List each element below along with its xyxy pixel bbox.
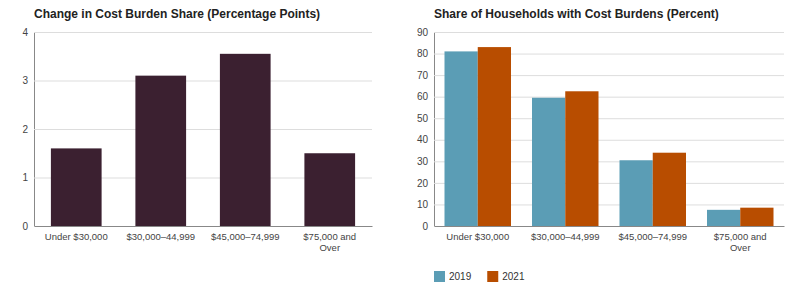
bar [565, 91, 598, 226]
x-tick-label: $45,000–74,999 [618, 231, 687, 242]
legend-item: 2019 [434, 271, 472, 283]
y-tick-label: 30 [417, 156, 429, 167]
x-axis-line [435, 226, 785, 227]
bar-series [478, 47, 774, 226]
bar [653, 153, 686, 226]
x-tick-label: $30,000–44,999 [126, 231, 195, 242]
bar [220, 54, 271, 226]
chart-panel: 0 10 20 30 40 50 60 70 80 90 Under $30,000 $30,000–… [417, 27, 785, 253]
x-tick: $30,000–44,999 [126, 231, 195, 242]
x-tick: $75,000 andOver [714, 231, 767, 253]
bars [445, 47, 774, 226]
grid-line [34, 226, 372, 227]
y-tick-label: 10 [417, 199, 429, 210]
x-tick-label: $75,000 andOver [714, 231, 767, 253]
legend-swatch [434, 271, 445, 282]
x-axis: Under $30,000 $30,000–44,999 $45,000–74,99… [435, 227, 785, 253]
bars [51, 54, 355, 226]
bar [707, 210, 740, 226]
x-tick-label: $45,000–74,999 [211, 231, 280, 242]
x-tick-label: $30,000–44,999 [531, 231, 600, 242]
x-tick-label: $75,000 andOver [303, 231, 356, 253]
legend-label: 2019 [449, 271, 472, 282]
legend-swatch [487, 271, 498, 282]
grid-line [434, 226, 784, 227]
y-tick: 90 [417, 27, 784, 38]
y-tick: 4 [22, 27, 372, 38]
bar [532, 98, 565, 226]
x-tick: $75,000 andOver [303, 231, 356, 253]
x-tick-label: Under $30,000 [45, 231, 108, 242]
y-tick-label: 2 [22, 124, 28, 135]
grid-line [434, 32, 784, 33]
bar [478, 47, 511, 226]
chart-title: Change in Cost Burden Share (Percentage … [34, 7, 320, 21]
bar [51, 148, 102, 226]
bar [304, 153, 355, 226]
y-tick-label: 40 [417, 134, 429, 145]
bar [135, 76, 186, 226]
y-tick-label: 20 [417, 178, 429, 189]
grid-line [34, 81, 372, 82]
y-tick: 3 [22, 75, 372, 86]
x-tick-label: Under $30,000 [446, 231, 509, 242]
x-axis: Under $30,000 $30,000–44,999 $45,000–74,99… [35, 227, 373, 253]
y-tick-label: 70 [417, 70, 429, 81]
x-axis-line [35, 226, 373, 227]
y-tick-label: 3 [22, 75, 28, 86]
x-tick: Under $30,000 [45, 231, 108, 242]
x-tick: $45,000–74,999 [618, 231, 687, 242]
chart-title: Share of Households with Cost Burdens (P… [434, 7, 719, 21]
y-tick: 2 [22, 124, 372, 135]
bar [620, 160, 653, 226]
y-tick-label: 0 [22, 221, 28, 232]
y-tick-label: 1 [22, 172, 28, 183]
y-tick-label: 90 [417, 27, 429, 38]
x-tick: Under $30,000 [446, 231, 509, 242]
grid-line [34, 129, 372, 130]
legend-item: 2021 [487, 271, 525, 283]
legend: 2019 2021 [434, 271, 525, 283]
y-axis-line [434, 33, 435, 227]
y-tick-label: 60 [417, 91, 429, 102]
bar [445, 51, 478, 226]
x-tick: $45,000–74,999 [211, 231, 280, 242]
y-axis: 0 10 20 30 40 50 60 70 80 90 [417, 27, 784, 232]
y-tick-label: 80 [417, 48, 429, 59]
chart-panel: 0 1 2 3 4 Under $30,000 $30,000–44,999 $45,000–… [22, 27, 372, 253]
grid-line [34, 32, 372, 33]
y-tick-label: 4 [22, 27, 28, 38]
x-tick: $30,000–44,999 [531, 231, 600, 242]
figure: 0 1 2 3 4 Under $30,000 $30,000–44,999 $45,000–… [0, 0, 800, 298]
y-tick-label: 50 [417, 113, 429, 124]
bar [740, 208, 773, 226]
y-axis: 0 1 2 3 4 [22, 27, 372, 232]
legend-label: 2021 [502, 271, 525, 282]
y-tick-label: 0 [422, 221, 428, 232]
